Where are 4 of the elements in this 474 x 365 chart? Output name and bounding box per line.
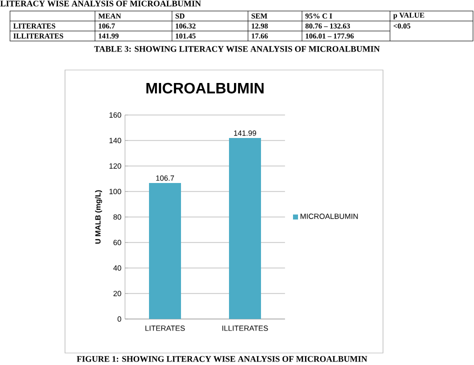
- text: LITERACY WISE ANALYSIS OF MICROALBUMIN: [0, 0, 201, 6]
- caption: TABLE 3: SHOWING LITERACY WISE ANALYSIS OF MICROALBUMIN: [94, 46, 380, 52]
- chart-title: MICROALBUMIN: [146, 82, 264, 94]
- caption: FIGURE 1: SHOWING LITERACY WISE ANALYSIS OF MICROALBUMIN: [76, 356, 368, 362]
